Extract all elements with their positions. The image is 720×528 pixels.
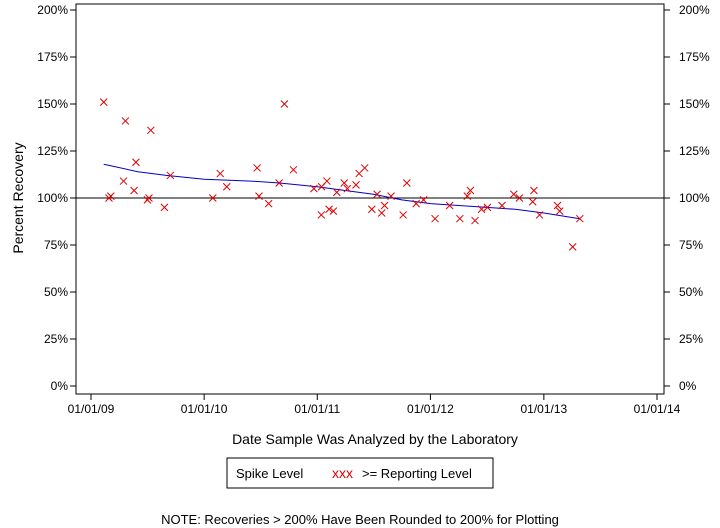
- data-point: [509, 190, 518, 199]
- data-point: [477, 205, 486, 214]
- x-tick-label: 01/01/10: [181, 402, 228, 416]
- legend-box-label: Spike Level: [236, 466, 303, 481]
- data-point: [528, 197, 537, 206]
- data-point: [515, 194, 524, 202]
- data-point: [166, 171, 175, 180]
- y-tick-label-left: 125%: [37, 144, 68, 158]
- data-point: [575, 214, 584, 223]
- data-point: [289, 165, 298, 174]
- plot-frame: [75, 3, 665, 395]
- x-tick-label: 01/01/12: [407, 402, 454, 416]
- data-point: [222, 182, 231, 191]
- y-axis-title: Percent Recovery: [10, 142, 26, 253]
- data-point: [121, 117, 130, 125]
- data-points: [99, 98, 584, 251]
- data-point: [471, 216, 479, 225]
- note-text: NOTE: Recoveries > 200% Have Been Rounde…: [161, 512, 559, 527]
- y-tick-label-left: 200%: [37, 3, 68, 17]
- data-point: [317, 211, 326, 219]
- data-point: [340, 179, 349, 187]
- y-tick-label-right: 175%: [679, 50, 710, 64]
- y-tick-label-left: 175%: [37, 50, 68, 64]
- data-point: [132, 158, 140, 167]
- data-point: [329, 207, 338, 216]
- y-axis-ticks: 0% 0% 25% 25% 50% 50% 75% 75% 100% 100% 125% 125% 15…: [37, 3, 710, 393]
- data-point: [412, 199, 421, 208]
- y-tick-label-left: 50%: [44, 285, 68, 299]
- data-point: [99, 98, 108, 106]
- data-point: [323, 177, 331, 185]
- y-tick-label-right: 75%: [679, 238, 703, 252]
- x-axis-title: Date Sample Was Analyzed by the Laborato…: [232, 431, 518, 447]
- data-point: [483, 203, 492, 212]
- y-tick-label-left: 0%: [51, 379, 69, 393]
- x-tick-label: 01/01/09: [68, 402, 115, 416]
- data-point: [419, 196, 428, 204]
- data-point: [456, 214, 464, 223]
- data-point: [280, 100, 289, 108]
- y-tick-label-right: 0%: [679, 379, 697, 393]
- data-point: [332, 188, 341, 197]
- data-point: [216, 169, 225, 178]
- data-point: [208, 194, 217, 202]
- x-tick-label: 01/01/11: [294, 402, 340, 416]
- x-tick-label: 01/01/14: [634, 402, 681, 416]
- data-point: [568, 243, 577, 251]
- y-tick-label-left: 100%: [37, 191, 68, 205]
- legend-box: [226, 457, 494, 489]
- legend: Spike Level xxx >= Reporting Level: [226, 457, 494, 489]
- data-point: [553, 201, 562, 210]
- data-point: [130, 186, 138, 195]
- data-point: [555, 207, 564, 216]
- legend-series-label: >= Reporting Level: [362, 466, 472, 481]
- data-point: [463, 192, 472, 200]
- y-tick-label-right: 200%: [679, 3, 710, 17]
- data-point: [367, 205, 376, 214]
- data-point: [380, 201, 389, 210]
- data-point: [145, 194, 153, 202]
- data-point: [275, 179, 284, 187]
- data-point: [146, 126, 155, 135]
- data-point: [119, 177, 128, 185]
- y-tick-label-right: 100%: [679, 191, 710, 205]
- data-point: [466, 186, 475, 195]
- data-point: [445, 201, 454, 210]
- data-point: [106, 192, 115, 200]
- y-tick-label-left: 75%: [44, 238, 68, 252]
- data-point: [264, 199, 273, 208]
- data-point: [352, 180, 360, 189]
- data-point: [403, 179, 411, 187]
- data-point: [255, 192, 263, 200]
- data-point: [325, 205, 333, 214]
- data-point: [253, 164, 261, 172]
- y-tick-label-right: 150%: [679, 97, 710, 111]
- y-tick-label-right: 25%: [679, 332, 703, 346]
- data-point: [387, 192, 395, 200]
- data-point: [498, 201, 506, 210]
- data-point: [160, 203, 169, 212]
- x-tick-label: 01/01/13: [521, 402, 568, 416]
- x-axis-ticks: 01/01/09 01/01/10 01/01/11 01/01/12 01/01/13…: [68, 394, 681, 416]
- data-point: [343, 184, 352, 193]
- legend-marker-glyph: xxx: [332, 465, 353, 481]
- data-point: [399, 211, 407, 219]
- y-tick-label-left: 25%: [44, 332, 68, 346]
- y-tick-label-right: 50%: [679, 285, 703, 299]
- data-point: [373, 190, 381, 199]
- data-point: [530, 186, 538, 195]
- data-point: [535, 211, 544, 219]
- data-point: [377, 209, 386, 217]
- data-point: [431, 214, 439, 223]
- trend-line: [103, 163, 580, 220]
- data-point: [310, 184, 318, 193]
- data-point: [360, 164, 369, 172]
- y-tick-label-left: 150%: [37, 97, 68, 111]
- y-tick-label-right: 125%: [679, 144, 710, 158]
